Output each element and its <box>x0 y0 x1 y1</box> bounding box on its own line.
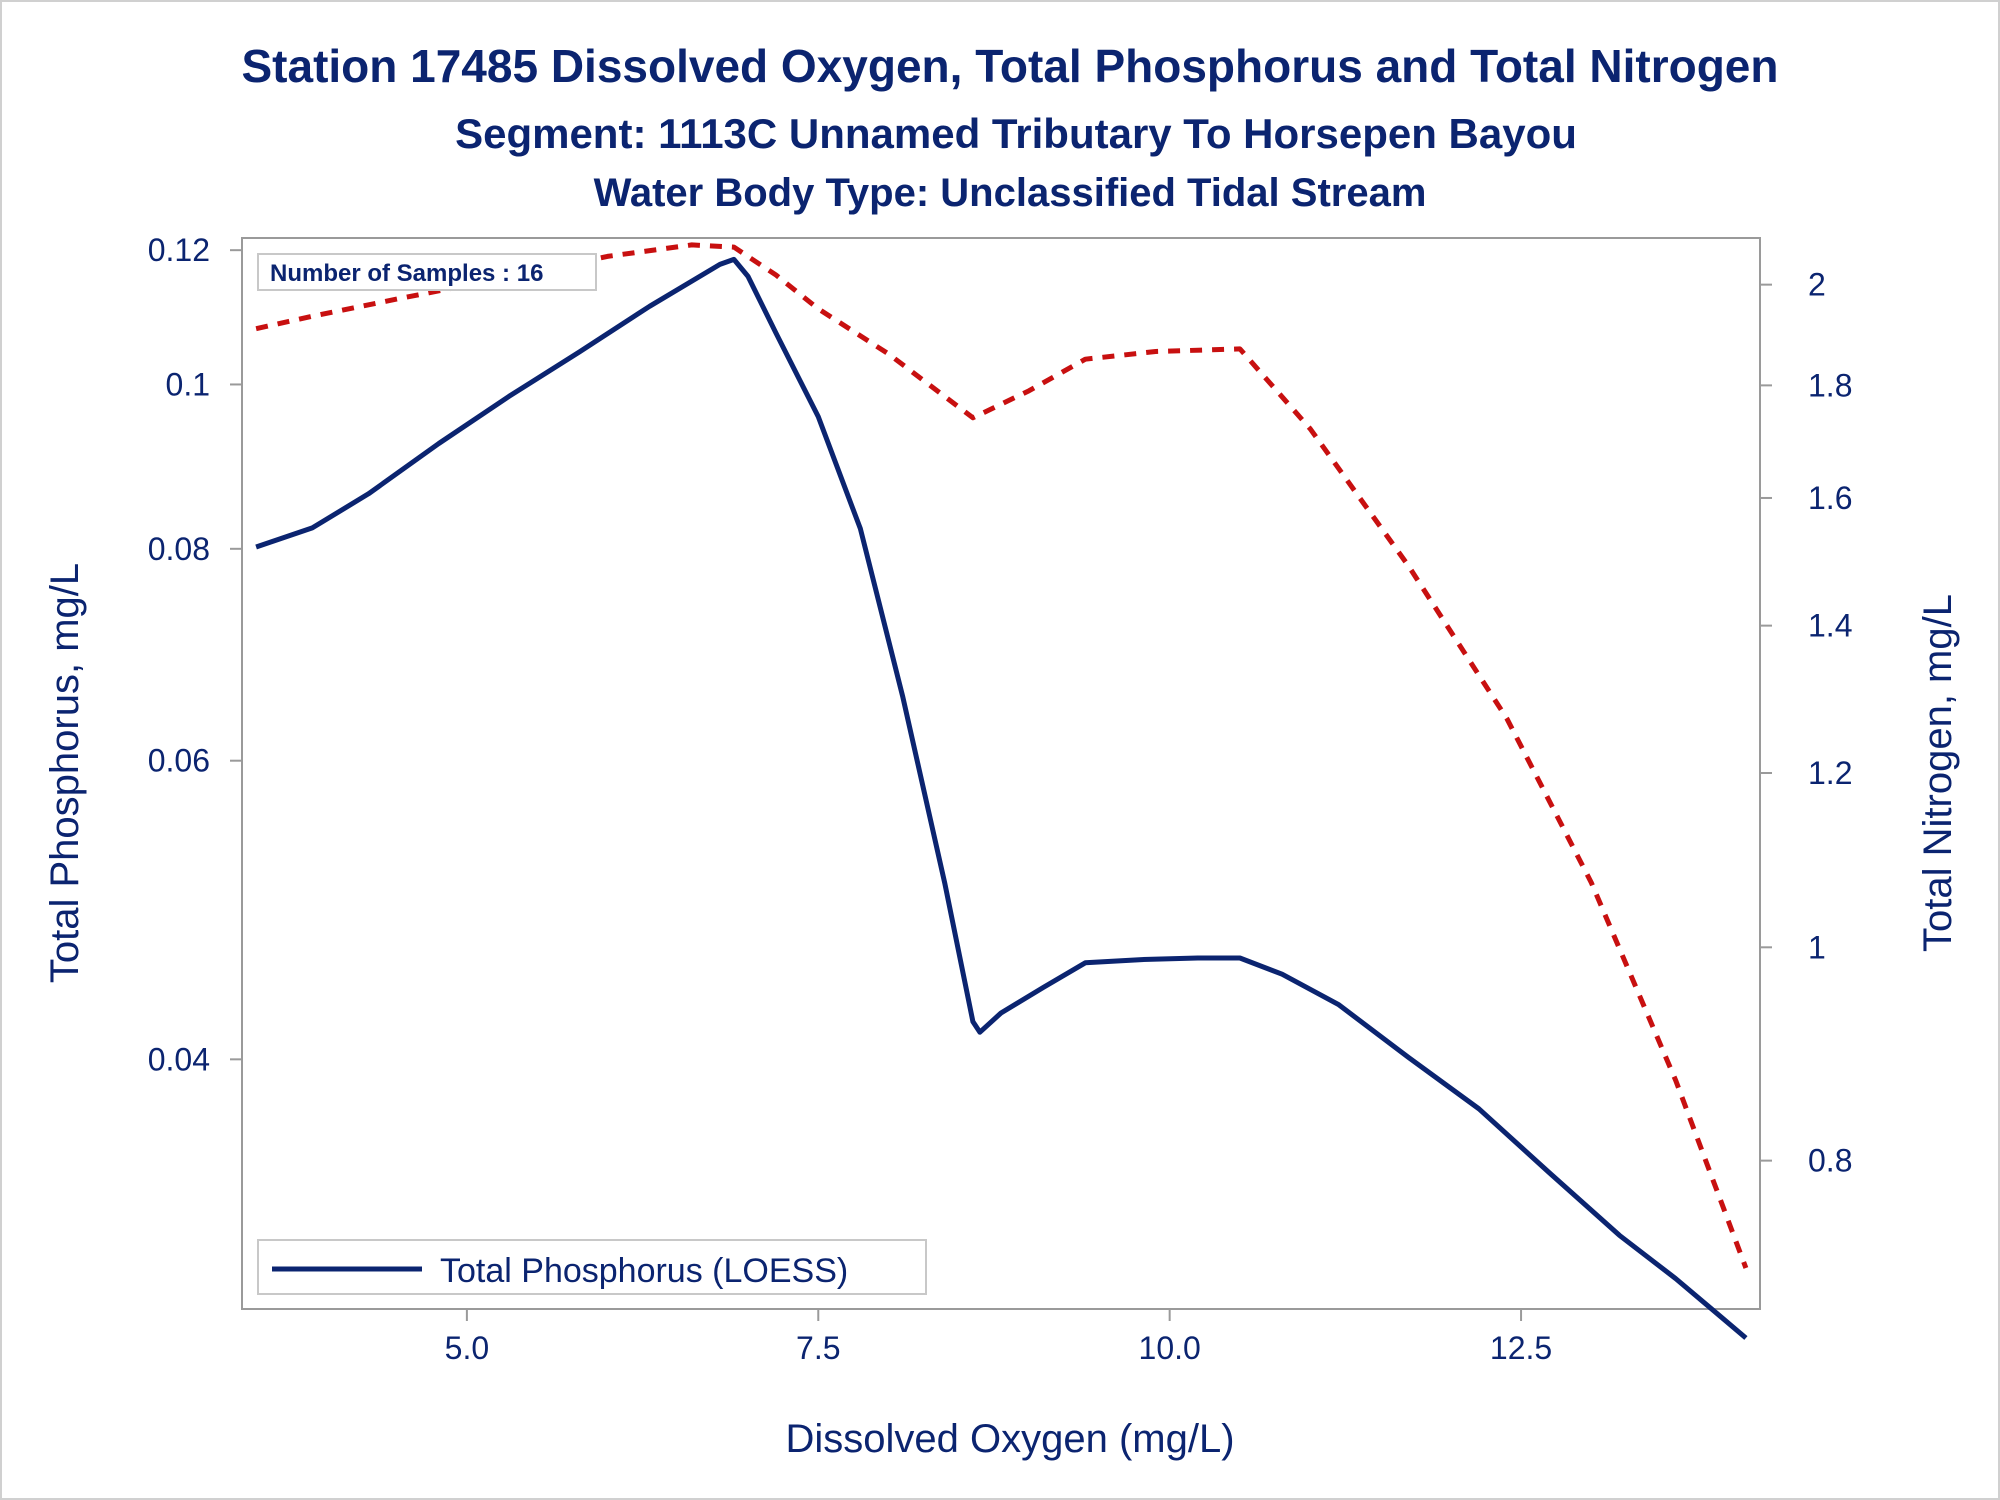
legend-entry-label: Total Phosphorus (LOESS) <box>440 1252 848 1290</box>
y2-tick-label: 1.2 <box>1808 755 1852 791</box>
y2-axis: 0.8 1 1.2 1.4 1.6 1.8 2 <box>1760 267 1852 1179</box>
x-tick-label: 7.5 <box>796 1330 840 1366</box>
chart-title: Station 17485 Dissolved Oxygen, Total Ph… <box>241 40 1778 92</box>
y2-tick-label: 2 <box>1808 267 1826 303</box>
y-tick-label: 0.1 <box>166 366 210 402</box>
chart-subtitle-2: Water Body Type: Unclassified Tidal Stre… <box>594 171 1427 215</box>
y-tick-label: 0.06 <box>148 743 210 779</box>
y-tick-label: 0.12 <box>148 232 210 268</box>
x-axis: 5.0 7.5 10.0 12.5 <box>445 1309 1553 1366</box>
y2-tick-label: 1 <box>1808 929 1826 965</box>
chart-subtitle: Segment: 1113C Unnamed Tributary To Hors… <box>455 110 1577 157</box>
plot-area <box>242 238 1760 1309</box>
y2-tick-label: 0.8 <box>1808 1143 1852 1179</box>
y2-axis-label: Total Nitrogen, mg/L <box>1916 594 1960 952</box>
y-tick-label: 0.08 <box>148 531 210 567</box>
sample-count-label: Number of Samples : 16 <box>270 260 543 287</box>
x-tick-label: 10.0 <box>1139 1330 1201 1366</box>
x-axis-label: Dissolved Oxygen (mg/L) <box>785 1417 1234 1461</box>
y-tick-label: 0.04 <box>148 1041 210 1077</box>
legend: Total Phosphorus (LOESS) <box>258 1240 926 1294</box>
y-axis: 0.04 0.06 0.08 0.1 0.12 <box>148 232 242 1077</box>
total-phosphorus-line <box>256 259 1746 1338</box>
x-tick-label: 12.5 <box>1490 1330 1552 1366</box>
y2-tick-label: 1.8 <box>1808 367 1852 403</box>
x-tick-label: 5.0 <box>445 1330 489 1366</box>
total-nitrogen-line <box>256 245 1746 1268</box>
y2-tick-label: 1.4 <box>1808 608 1852 644</box>
series-layer <box>256 245 1746 1338</box>
y2-tick-label: 1.6 <box>1808 480 1852 516</box>
sample-count-inset: Number of Samples : 16 <box>258 254 596 290</box>
y-axis-label: Total Phosphorus, mg/L <box>43 563 87 983</box>
chart: Station 17485 Dissolved Oxygen, Total Ph… <box>0 0 2000 1500</box>
